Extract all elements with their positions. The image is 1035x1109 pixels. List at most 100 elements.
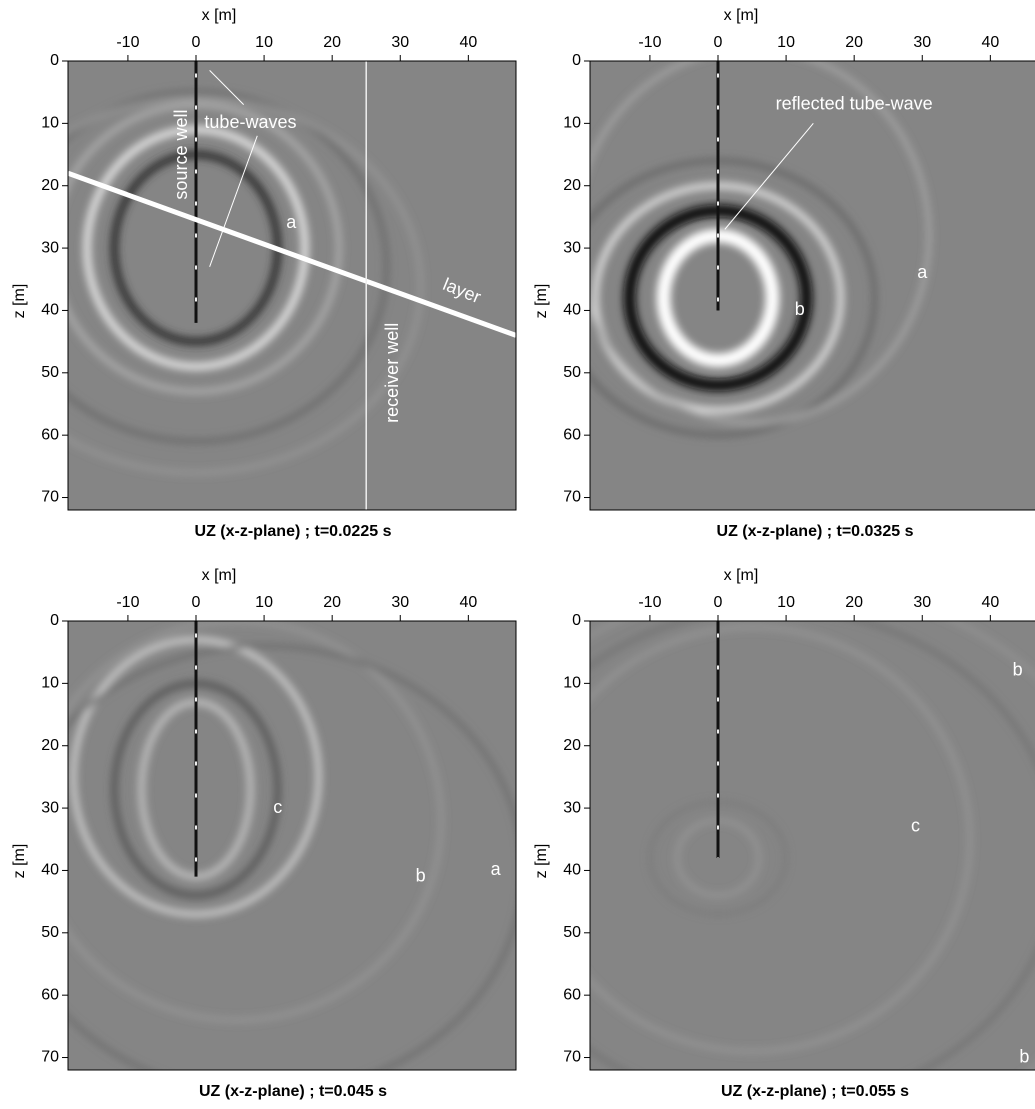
y-tick-label: 30 xyxy=(563,239,581,256)
panel: c b a -10 0 10 20 30 40 0 10 20 30 40 50 60 70 x [m] z [m]… xyxy=(11,567,517,1100)
y-tick-label: 10 xyxy=(41,675,59,692)
y-tick-label: 20 xyxy=(563,737,581,754)
y-tick-label: 60 xyxy=(41,426,59,443)
y-tick-label: 70 xyxy=(563,1049,581,1066)
y-tick-label: 10 xyxy=(41,115,59,132)
x-tick-label: 20 xyxy=(323,594,341,611)
y-axis-label: z [m] xyxy=(533,284,550,319)
y-tick-label: 60 xyxy=(563,986,581,1003)
x-tick-label: 40 xyxy=(981,594,999,611)
y-tick-label: 50 xyxy=(563,924,581,941)
panel: reflected tube-wave a b -10 0 10 20 30 40 0 10 20 30… xyxy=(533,7,1035,540)
x-tick-label: 0 xyxy=(714,594,723,611)
y-tick-label: 50 xyxy=(563,364,581,381)
y-axis-label: z [m] xyxy=(11,844,28,879)
annotation: b xyxy=(1019,1046,1029,1066)
arrow xyxy=(724,123,814,230)
plot-frame xyxy=(589,60,1035,511)
y-tick-label: 20 xyxy=(41,737,59,754)
image-background xyxy=(590,61,1035,510)
y-tick-label: 60 xyxy=(41,986,59,1003)
y-tick-label: 20 xyxy=(563,177,581,194)
x-axis-label: x [m] xyxy=(724,567,759,584)
x-tick-label: 10 xyxy=(255,594,273,611)
annotation: a xyxy=(491,859,502,879)
x-tick-label: 40 xyxy=(459,594,477,611)
annotation: a xyxy=(286,212,297,232)
y-tick-label: 60 xyxy=(563,426,581,443)
wavefield-image: c b a xyxy=(68,621,516,1070)
y-tick-label: 40 xyxy=(41,862,59,879)
x-tick-label: -10 xyxy=(116,594,139,611)
wavefront xyxy=(590,61,932,425)
x-tick-label: 20 xyxy=(845,594,863,611)
y-tick-label: 0 xyxy=(572,52,581,69)
plot-frame xyxy=(589,620,1035,1071)
y-tick-label: 50 xyxy=(41,364,59,381)
x-tick-label: 40 xyxy=(981,34,999,51)
x-tick-label: 40 xyxy=(459,34,477,51)
x-tick-label: -10 xyxy=(638,34,661,51)
y-tick-label: 70 xyxy=(563,489,581,506)
y-tick-label: 0 xyxy=(50,612,59,629)
x-tick-label: -10 xyxy=(116,34,139,51)
annotation: c xyxy=(273,797,282,817)
x-tick-label: 20 xyxy=(323,34,341,51)
annotation: b xyxy=(1013,660,1023,680)
arrow xyxy=(209,135,258,267)
wavefront xyxy=(68,621,444,1023)
image-background xyxy=(590,621,1035,1070)
y-tick-label: 0 xyxy=(572,612,581,629)
x-tick-label: 10 xyxy=(777,34,795,51)
annotation: c xyxy=(911,816,920,836)
layer xyxy=(68,170,516,338)
x-tick-label: 10 xyxy=(255,34,273,51)
x-tick-label: 10 xyxy=(777,594,795,611)
annotation: tube-waves xyxy=(204,112,296,132)
chart-title: UZ (x-z-plane) ; t=0.0225 s xyxy=(195,523,392,540)
annotation: receiver well xyxy=(382,323,402,423)
x-axis-label: x [m] xyxy=(202,7,237,24)
x-tick-label: 0 xyxy=(192,34,201,51)
x-tick-label: 0 xyxy=(714,34,723,51)
y-tick-label: 40 xyxy=(41,302,59,319)
y-tick-label: 0 xyxy=(50,52,59,69)
y-tick-label: 70 xyxy=(41,489,59,506)
y-tick-label: 20 xyxy=(41,177,59,194)
x-axis-label: x [m] xyxy=(724,7,759,24)
wavefield-image: b c b xyxy=(590,621,1035,1070)
y-tick-label: 10 xyxy=(563,115,581,132)
panel: b c b -10 0 10 20 30 40 0 10 20 30 40 50 60 70 x [m] z [m]… xyxy=(533,567,1035,1100)
y-axis-label: z [m] xyxy=(11,284,28,319)
x-tick-label: 30 xyxy=(391,34,409,51)
plot-frame xyxy=(67,620,517,1071)
y-tick-label: 40 xyxy=(563,862,581,879)
y-tick-label: 70 xyxy=(41,1049,59,1066)
annotation: a xyxy=(917,262,928,282)
annotation: source well xyxy=(171,110,191,200)
y-tick-label: 50 xyxy=(41,924,59,941)
chart-title: UZ (x-z-plane) ; t=0.0325 s xyxy=(717,523,914,540)
wavefront xyxy=(68,644,516,1070)
annotation: reflected tube-wave xyxy=(776,93,933,113)
y-tick-label: 30 xyxy=(563,799,581,816)
x-tick-label: 20 xyxy=(845,34,863,51)
chart-title: UZ (x-z-plane) ; t=0.045 s xyxy=(199,1083,387,1100)
y-tick-label: 10 xyxy=(563,675,581,692)
x-tick-label: 0 xyxy=(192,594,201,611)
wavefront xyxy=(590,625,972,1054)
y-tick-label: 40 xyxy=(563,302,581,319)
annotation: b xyxy=(795,299,805,319)
x-tick-label: 30 xyxy=(913,594,931,611)
wavefield-image: reflected tube-wave a b xyxy=(590,61,1035,510)
x-axis-label: x [m] xyxy=(202,567,237,584)
x-tick-label: -10 xyxy=(638,594,661,611)
chart-title: UZ (x-z-plane) ; t=0.055 s xyxy=(721,1083,909,1100)
plot-frame xyxy=(67,60,517,511)
x-tick-label: 30 xyxy=(913,34,931,51)
x-tick-label: 30 xyxy=(391,594,409,611)
y-axis-label: z [m] xyxy=(533,844,550,879)
